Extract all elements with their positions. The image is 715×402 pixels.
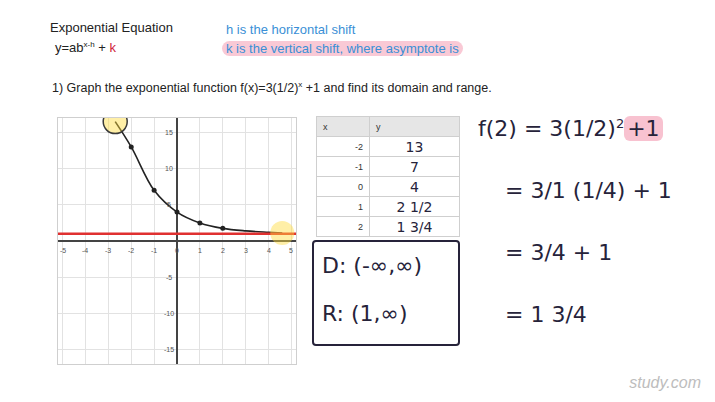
html-text:13: 13 [405, 138, 424, 155]
html-text:7: 7 [410, 158, 419, 175]
svg-text:-3: -3 [105, 247, 111, 254]
svg-text:3: 3 [244, 247, 248, 254]
svg-text:2: 2 [221, 247, 225, 254]
html-text:k is the vertical shift, where: k is the vertical shift, where asymptote… [226, 41, 459, 56]
html-text:x: x [323, 121, 328, 132]
svg-text:-5: -5 [166, 274, 172, 281]
html-text:= 3/1 (1/4) + 1: = 3/1 (1/4) + 1 [505, 178, 672, 203]
html-text:R: (1,∞): R: (1,∞) [322, 301, 408, 326]
html-text:1: 1 [358, 201, 363, 212]
svg-text:-15: -15 [164, 346, 174, 353]
svg-text:4: 4 [267, 247, 271, 254]
html-text:Exponential Equation: Exponential Equation [50, 20, 173, 35]
svg-text:1: 1 [198, 247, 202, 254]
html-text:1 3/4: 1 3/4 [396, 218, 433, 235]
svg-text:-1: -1 [151, 247, 157, 254]
html-text:1) Graph the exponential funct: 1) Graph the exponential function f(x)=3… [52, 80, 492, 96]
svg-text:-4: -4 [82, 247, 88, 254]
svg-text:5: 5 [289, 247, 293, 254]
svg-text:-2: -2 [128, 247, 134, 254]
html-text:4: 4 [410, 178, 419, 195]
html-text:-1: -1 [355, 161, 363, 172]
html-text:study.com: study.com [629, 374, 701, 391]
html-text:= 3/4 + 1: = 3/4 + 1 [505, 240, 613, 265]
html-text:0: 0 [358, 181, 363, 192]
html-text:2 1/2: 2 1/2 [396, 198, 433, 215]
html-text:2: 2 [358, 221, 363, 232]
svg-text:5: 5 [167, 201, 171, 208]
html-text:h is the horizontal shift: h is the horizontal shift [226, 22, 356, 37]
html-text:= 1 3/4: = 1 3/4 [505, 302, 587, 327]
svg-text:10: 10 [165, 165, 173, 172]
html-text:y=abx-h+ k: y=abx-h+ k [55, 40, 116, 56]
svg-text:15: 15 [165, 129, 173, 136]
html-text:y: y [376, 121, 381, 132]
html-text:f(2) = 3(1/2)2+1: f(2) = 3(1/2)2+1 [478, 116, 660, 142]
html-text:-2: -2 [355, 141, 363, 152]
svg-text:-5: -5 [60, 247, 66, 254]
svg-text:-10: -10 [164, 310, 174, 317]
svg-text:0: 0 [175, 247, 179, 254]
html-text:D: (-∞,∞): D: (-∞,∞) [322, 253, 423, 278]
